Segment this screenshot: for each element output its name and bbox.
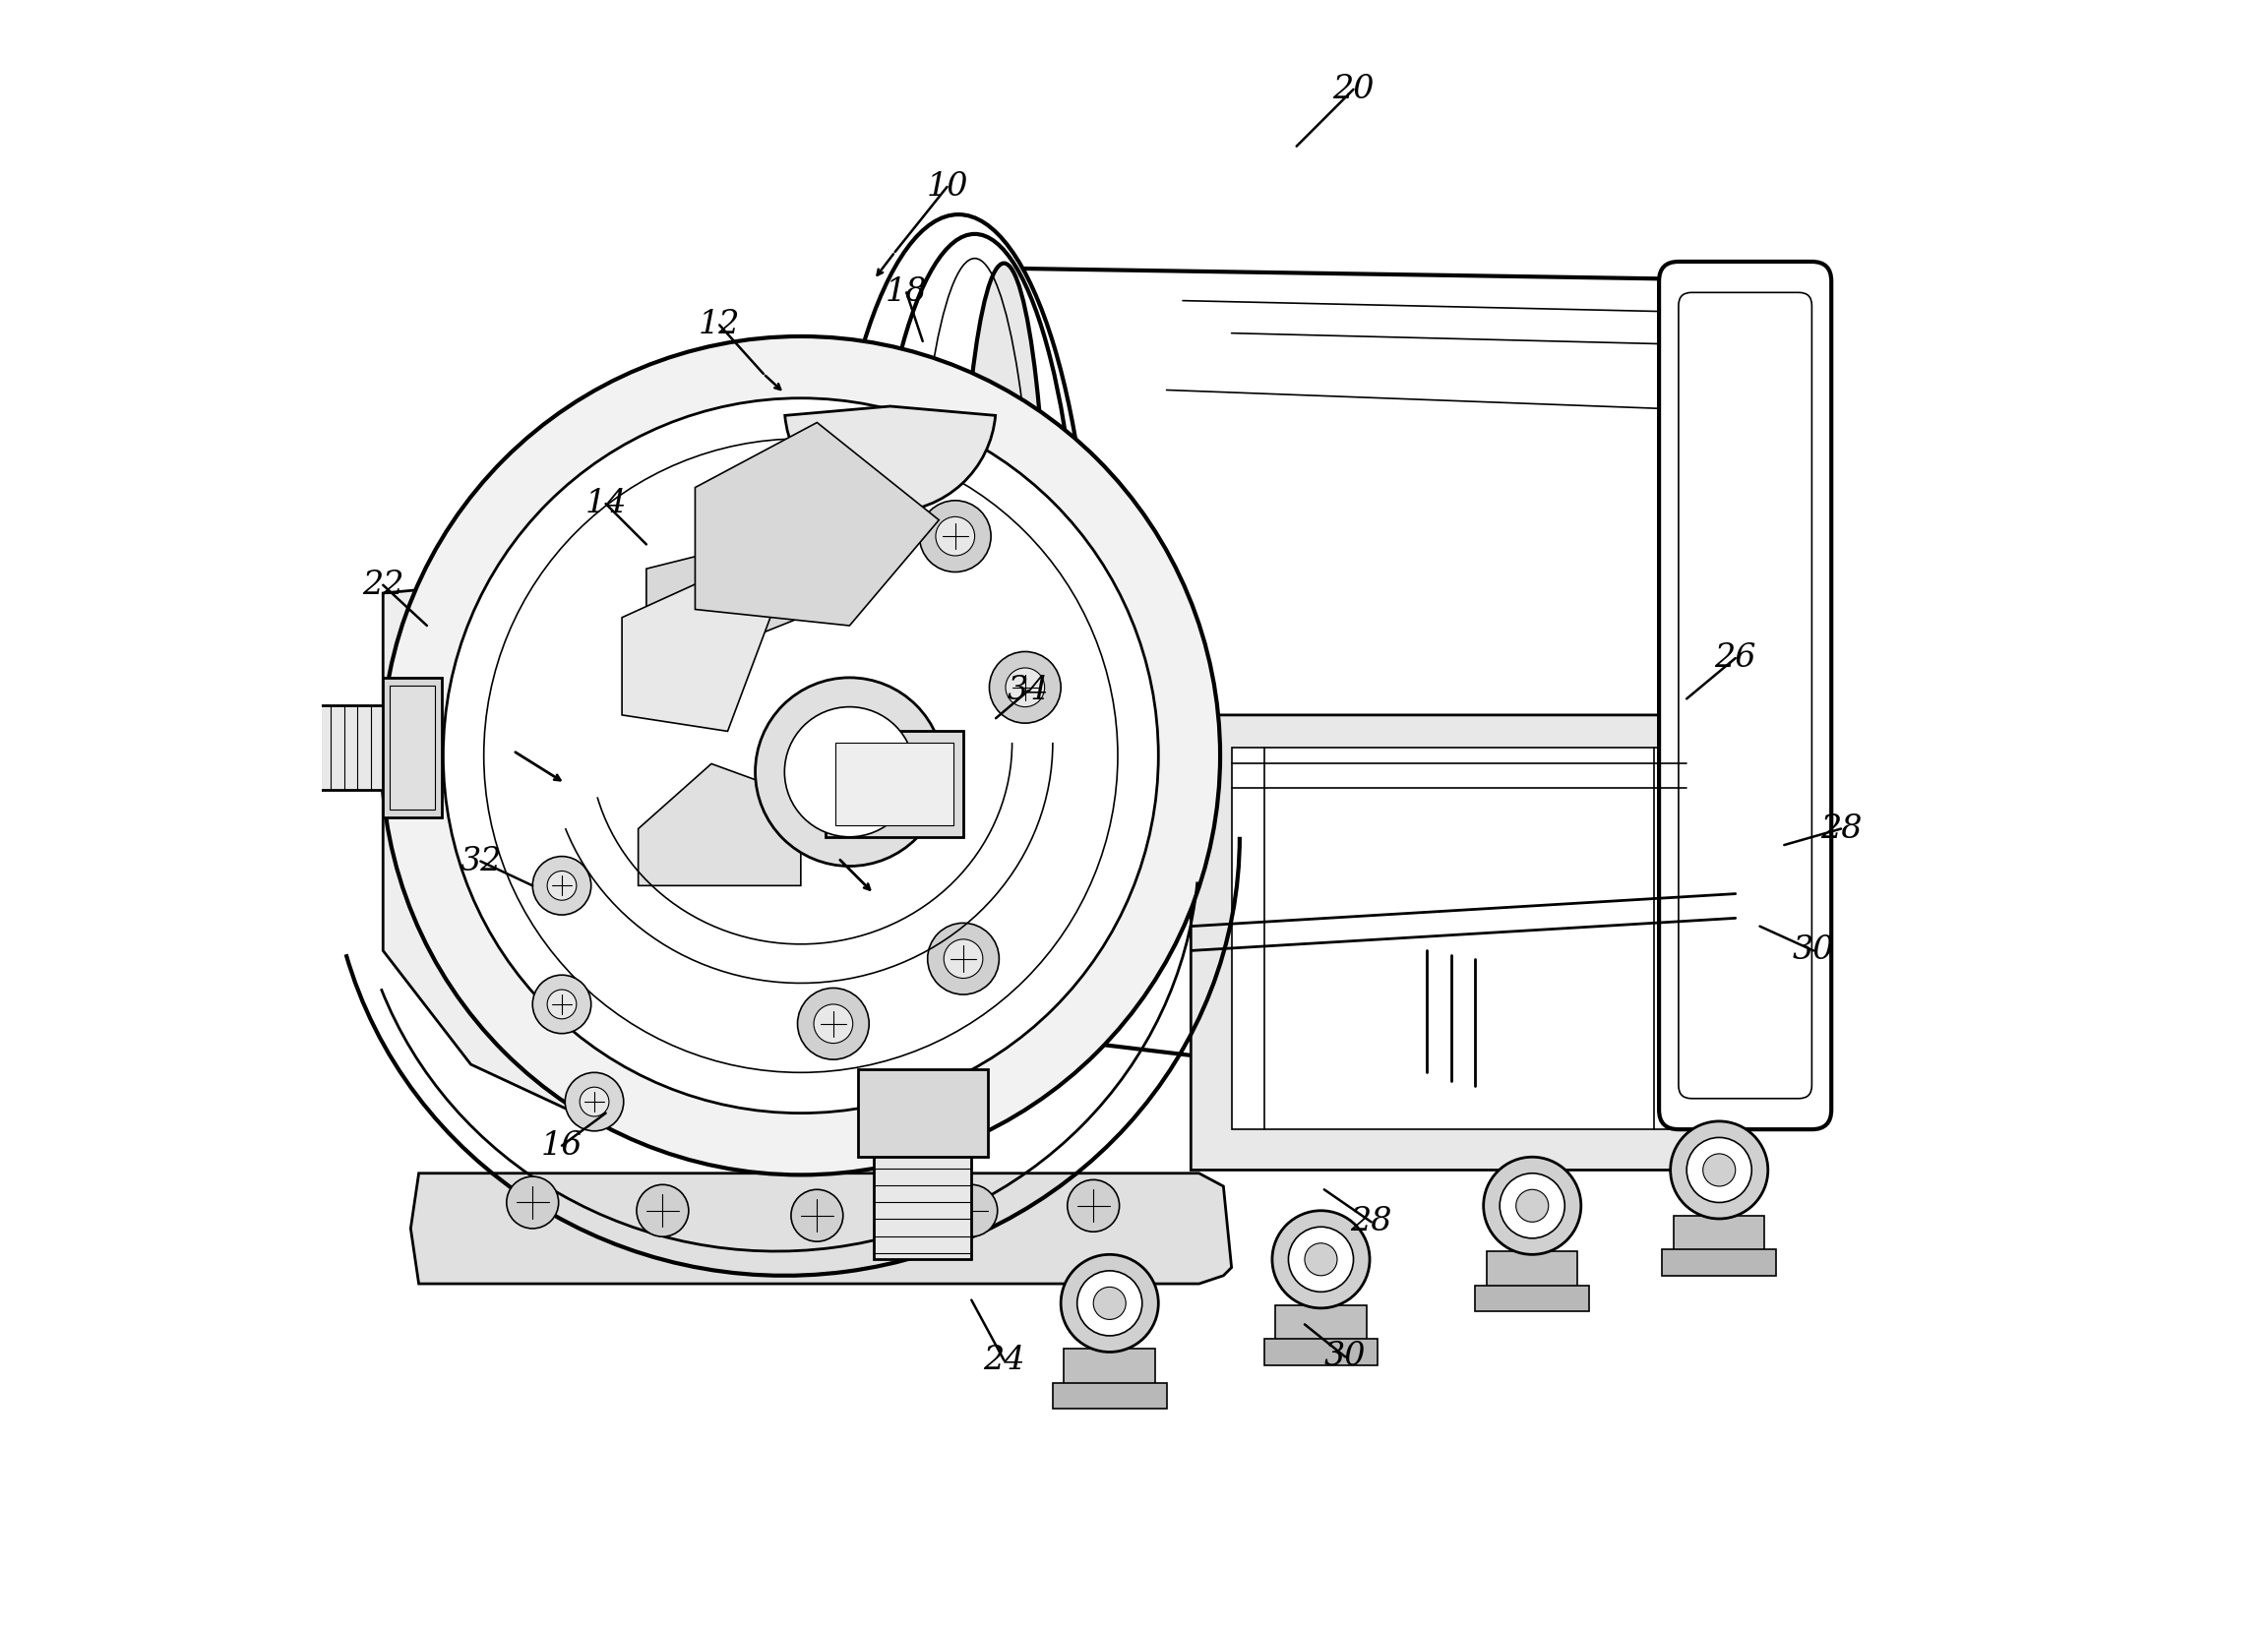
Circle shape bbox=[1077, 1271, 1143, 1336]
FancyBboxPatch shape bbox=[1662, 1250, 1776, 1276]
Circle shape bbox=[919, 500, 991, 572]
Circle shape bbox=[785, 707, 914, 837]
Circle shape bbox=[637, 1185, 689, 1237]
Circle shape bbox=[1515, 1190, 1549, 1222]
Text: 22: 22 bbox=[363, 569, 404, 601]
Circle shape bbox=[533, 856, 592, 915]
FancyBboxPatch shape bbox=[1674, 1216, 1765, 1251]
FancyBboxPatch shape bbox=[826, 731, 964, 837]
FancyBboxPatch shape bbox=[383, 678, 442, 817]
Circle shape bbox=[1687, 1137, 1751, 1202]
Ellipse shape bbox=[959, 263, 1050, 1060]
Text: 10: 10 bbox=[925, 171, 968, 203]
Circle shape bbox=[1672, 1121, 1769, 1219]
FancyBboxPatch shape bbox=[1275, 1305, 1365, 1341]
Circle shape bbox=[547, 871, 576, 900]
Text: 24: 24 bbox=[982, 1344, 1025, 1376]
Polygon shape bbox=[646, 536, 801, 634]
Circle shape bbox=[1288, 1227, 1354, 1292]
Circle shape bbox=[381, 336, 1220, 1175]
FancyBboxPatch shape bbox=[1658, 262, 1830, 1129]
Circle shape bbox=[937, 517, 975, 556]
Circle shape bbox=[547, 990, 576, 1019]
FancyBboxPatch shape bbox=[1488, 1251, 1579, 1287]
Circle shape bbox=[1068, 1180, 1120, 1232]
Ellipse shape bbox=[866, 234, 1082, 1089]
Text: 28: 28 bbox=[1349, 1206, 1393, 1238]
Circle shape bbox=[814, 1004, 853, 1043]
Ellipse shape bbox=[823, 215, 1093, 1108]
FancyBboxPatch shape bbox=[1263, 1339, 1379, 1365]
Circle shape bbox=[1061, 1254, 1159, 1352]
Text: 14: 14 bbox=[585, 487, 626, 520]
Text: 18: 18 bbox=[885, 276, 928, 309]
Text: 12: 12 bbox=[699, 309, 739, 341]
Circle shape bbox=[442, 398, 1159, 1113]
Polygon shape bbox=[637, 764, 801, 886]
Wedge shape bbox=[785, 406, 996, 512]
Text: 30: 30 bbox=[1325, 1341, 1365, 1373]
Circle shape bbox=[1499, 1173, 1565, 1238]
FancyBboxPatch shape bbox=[270, 705, 415, 790]
FancyBboxPatch shape bbox=[835, 743, 953, 826]
Text: 16: 16 bbox=[542, 1129, 583, 1162]
Circle shape bbox=[792, 1190, 844, 1242]
FancyBboxPatch shape bbox=[873, 1113, 971, 1259]
Text: 28: 28 bbox=[1821, 812, 1862, 845]
Text: 30: 30 bbox=[1792, 934, 1835, 967]
FancyBboxPatch shape bbox=[1476, 1285, 1590, 1311]
Circle shape bbox=[798, 988, 869, 1060]
Circle shape bbox=[928, 923, 1000, 994]
Circle shape bbox=[943, 939, 982, 978]
Polygon shape bbox=[383, 585, 1021, 1124]
Polygon shape bbox=[621, 536, 801, 731]
Circle shape bbox=[565, 1073, 624, 1131]
Circle shape bbox=[755, 678, 943, 866]
Text: 26: 26 bbox=[1715, 642, 1755, 674]
Text: 32: 32 bbox=[460, 845, 501, 878]
Polygon shape bbox=[1232, 748, 1687, 1129]
Circle shape bbox=[506, 1176, 558, 1228]
Polygon shape bbox=[1191, 715, 1735, 1170]
Circle shape bbox=[1272, 1211, 1370, 1308]
Polygon shape bbox=[694, 423, 939, 626]
Circle shape bbox=[1483, 1157, 1581, 1254]
FancyBboxPatch shape bbox=[857, 1069, 987, 1157]
Circle shape bbox=[1093, 1287, 1125, 1320]
Text: 34: 34 bbox=[1007, 674, 1050, 707]
Circle shape bbox=[989, 652, 1061, 723]
Circle shape bbox=[1304, 1243, 1338, 1276]
FancyBboxPatch shape bbox=[1064, 1349, 1154, 1384]
Circle shape bbox=[946, 1185, 998, 1237]
Circle shape bbox=[533, 975, 592, 1034]
FancyBboxPatch shape bbox=[1052, 1383, 1166, 1409]
Text: 20: 20 bbox=[1334, 73, 1374, 106]
Polygon shape bbox=[411, 1173, 1232, 1284]
Circle shape bbox=[1703, 1154, 1735, 1186]
Circle shape bbox=[1005, 668, 1046, 707]
FancyBboxPatch shape bbox=[390, 686, 435, 809]
Circle shape bbox=[581, 1087, 610, 1116]
